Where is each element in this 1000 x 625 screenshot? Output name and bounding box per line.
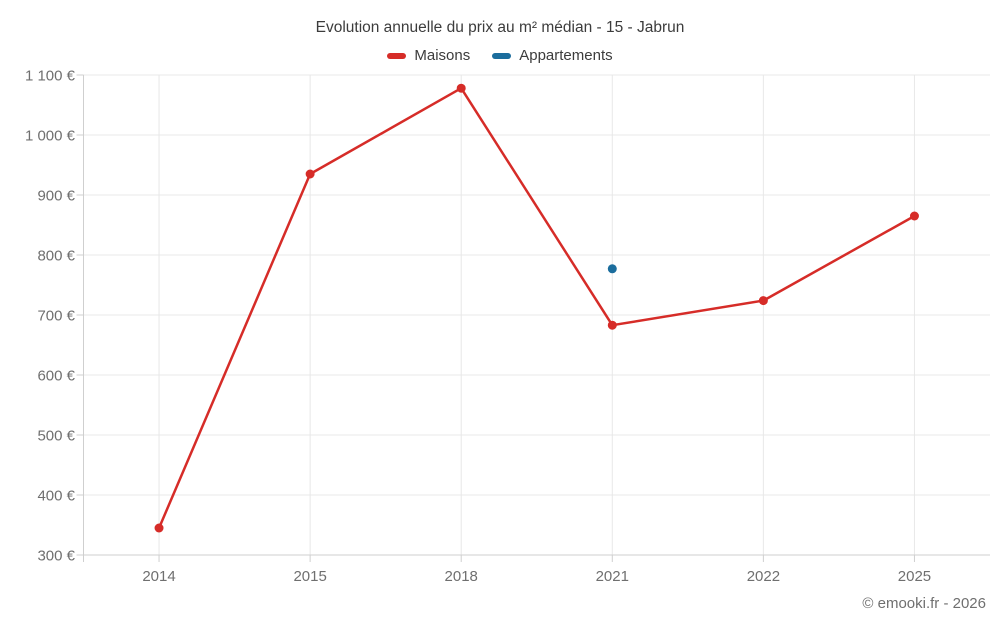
legend-label: Maisons [414, 47, 471, 64]
legend-marker-maisons [387, 52, 407, 59]
y-axis-label: 700 € [37, 308, 75, 325]
chart-title: Evolution annuelle du prix au m² médian … [315, 19, 685, 36]
y-axis-label: 1 000 € [25, 128, 76, 145]
y-axis-label: 1 100 € [25, 68, 76, 85]
y-axis-label: 300 € [37, 548, 75, 565]
y-axis-label: 900 € [37, 188, 75, 205]
y-axis-label: 500 € [37, 428, 75, 445]
maisons-point[interactable] [758, 296, 768, 306]
x-axis-label: 2025 [898, 568, 931, 585]
maisons-point[interactable] [607, 320, 617, 330]
y-axis-label: 800 € [37, 248, 75, 265]
maisons-point[interactable] [909, 211, 919, 221]
y-axis-label: 600 € [37, 368, 75, 385]
appartements-point[interactable] [607, 264, 617, 274]
maisons-point[interactable] [154, 523, 164, 533]
x-axis-label: 2018 [445, 568, 478, 585]
x-axis-label: 2014 [142, 568, 175, 585]
x-axis-label: 2022 [747, 568, 780, 585]
maisons-point[interactable] [456, 83, 466, 93]
maisons-line [157, 86, 916, 530]
legend-label: Appartements [519, 47, 613, 64]
x-axis-label: 2021 [596, 568, 629, 585]
legend-marker-appartements [492, 52, 512, 59]
y-axis-label: 400 € [37, 488, 75, 505]
x-axis-label: 2015 [293, 568, 326, 585]
legend-item-maisons[interactable]: Maisons [387, 47, 470, 64]
legend: Maisons Appartements [0, 47, 1000, 64]
maisons-point[interactable] [305, 169, 315, 179]
legend-item-appartements[interactable]: Appartements [492, 47, 613, 64]
copyright-text: © emooki.fr - 2026 [862, 595, 986, 612]
